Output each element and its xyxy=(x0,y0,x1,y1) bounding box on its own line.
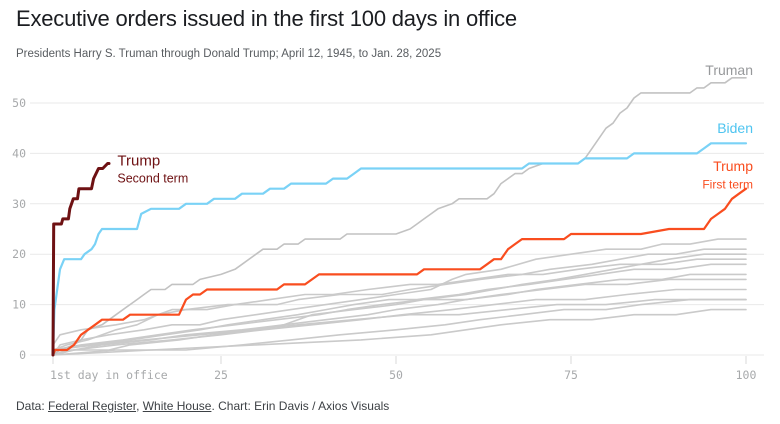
series-line-unlabeled-president-10 xyxy=(52,298,747,356)
series-line-unlabeled-president-7 xyxy=(52,278,747,351)
series-label-first-term-3: First term xyxy=(702,178,753,192)
y-tick-label-40: 40 xyxy=(12,146,26,160)
x-tick-label-25: 25 xyxy=(214,368,228,382)
white-house-link[interactable]: White House xyxy=(142,399,212,413)
y-tick-label-0: 0 xyxy=(19,348,26,362)
chart-subtitle: Presidents Harry S. Truman through Donal… xyxy=(16,48,442,60)
credits-suffix: . Chart: Erin Davis / Axios Visuals xyxy=(211,399,390,413)
series-line-unlabeled-president-1 xyxy=(52,238,747,356)
y-tick-label-30: 30 xyxy=(12,197,26,211)
series-line-unlabeled-president-5 xyxy=(52,263,747,351)
series-line-unlabeled-president-2 xyxy=(52,248,747,351)
y-tick-label-10: 10 xyxy=(12,298,26,312)
credits-prefix: Data: xyxy=(16,399,49,413)
x-tick-label-75: 75 xyxy=(564,368,578,382)
series-line-trump-first-term- xyxy=(51,187,748,357)
credits-separator: , xyxy=(136,399,143,413)
series-label-trump-4: Trump xyxy=(117,152,160,169)
y-tick-label-50: 50 xyxy=(12,96,26,110)
series-line-trump-second-term- xyxy=(51,162,111,357)
series-label-biden-1: Biden xyxy=(717,120,753,136)
series-label-trump-2: Trump xyxy=(713,158,753,174)
x-tick-label-50: 50 xyxy=(389,368,403,382)
series-line-unlabeled-president-11 xyxy=(52,308,747,356)
chart-credits: Data: Federal Register, White House. Cha… xyxy=(16,399,389,413)
x-tick-label-1: 1st day in office xyxy=(50,368,168,382)
page-title: Executive orders issued in the first 100… xyxy=(16,6,517,31)
series-line-unlabeled-president-4 xyxy=(52,258,747,346)
series-line-truman xyxy=(52,77,747,356)
series-label-truman-0: Truman xyxy=(705,62,753,78)
federal-register-link[interactable]: Federal Register xyxy=(48,399,137,413)
series-line-unlabeled-president-9 xyxy=(52,298,747,351)
series-line-unlabeled-president-6 xyxy=(52,273,747,356)
x-tick-label-100: 100 xyxy=(736,368,757,382)
y-tick-label-20: 20 xyxy=(12,247,26,261)
series-label-second-term-5: Second term xyxy=(117,172,188,186)
series-line-biden xyxy=(51,142,748,357)
